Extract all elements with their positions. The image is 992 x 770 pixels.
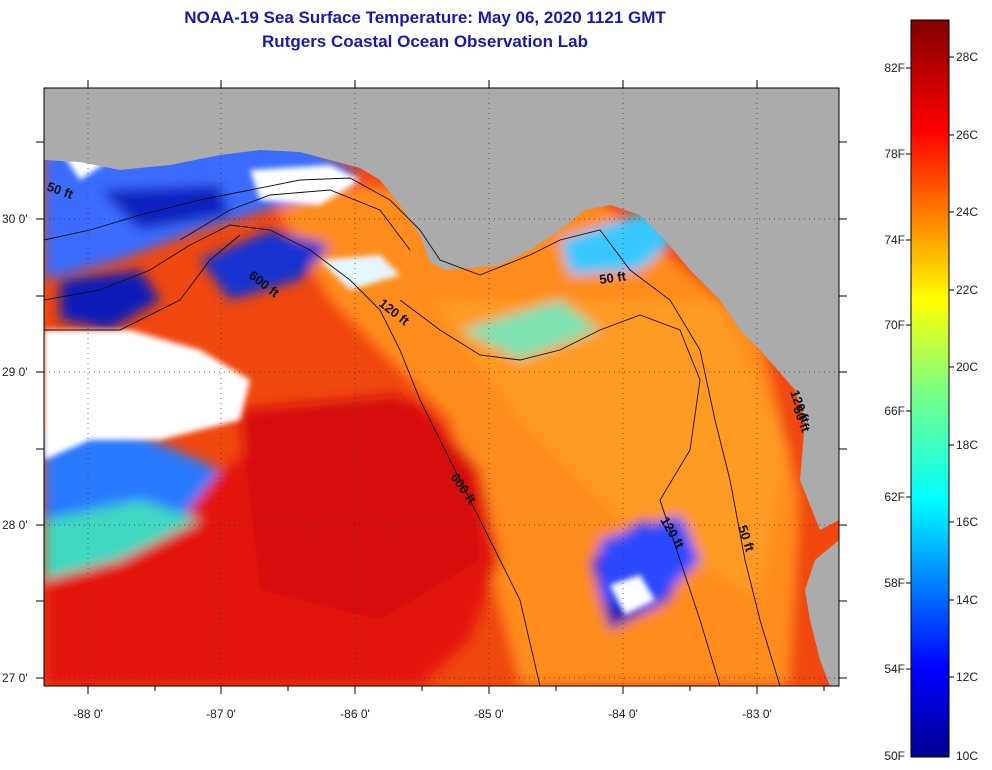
colorbar-f-label: 54F xyxy=(884,662,905,676)
lon-label: -84 0' xyxy=(608,707,638,721)
colorbar-c-label: 22C xyxy=(956,283,978,297)
colorbar: 82F 78F 74F 70F 66F 62F 58F 54F 50F 28C … xyxy=(884,19,978,763)
colorbar-f-label: 82F xyxy=(884,61,905,75)
colorbar-f-label: 50F xyxy=(884,749,905,763)
colorbar-c-label: 26C xyxy=(956,128,978,142)
colorbar-f-label: 66F xyxy=(884,404,905,418)
colorbar-c-label: 16C xyxy=(956,515,978,529)
land-mass xyxy=(44,88,839,530)
colorbar-c-label: 12C xyxy=(956,670,978,684)
colorbar-f-label: 74F xyxy=(884,233,905,247)
sst-field xyxy=(44,88,839,686)
lon-label: -87 0' xyxy=(206,707,236,721)
colorbar-c-label: 18C xyxy=(956,438,978,452)
colorbar-f-label: 62F xyxy=(884,490,905,504)
colorbar-f-label: 70F xyxy=(884,318,905,332)
lat-label: 28 0' xyxy=(2,518,28,532)
colorbar-c-label: 10C xyxy=(956,749,978,763)
colorbar-c-label: 28C xyxy=(956,50,978,64)
colorbar-gradient xyxy=(910,19,950,758)
map-frame xyxy=(43,87,840,687)
bathymetry-contours xyxy=(44,177,781,686)
lat-label: 29 0' xyxy=(2,365,28,379)
colorbar-f-label: 58F xyxy=(884,576,905,590)
lon-label: -88 0' xyxy=(73,707,103,721)
land-mass-south xyxy=(805,540,839,686)
lat-label: 27 0' xyxy=(2,671,28,685)
colorbar-c-label: 14C xyxy=(956,593,978,607)
lon-label: -85 0' xyxy=(474,707,504,721)
map-title: NOAA-19 Sea Surface Temperature: May 06,… xyxy=(184,8,666,27)
lat-label: 30 0' xyxy=(2,212,28,226)
colorbar-f-label: 78F xyxy=(884,147,905,161)
map-subtitle: Rutgers Coastal Ocean Observation Lab xyxy=(262,32,588,51)
colorbar-c-label: 24C xyxy=(956,205,978,219)
lon-label: -83 0' xyxy=(742,707,772,721)
colorbar-c-label: 20C xyxy=(956,360,978,374)
lon-label: -86 0' xyxy=(340,707,370,721)
contour-label: 50 ft xyxy=(598,268,627,287)
axis-ticks xyxy=(36,80,847,694)
